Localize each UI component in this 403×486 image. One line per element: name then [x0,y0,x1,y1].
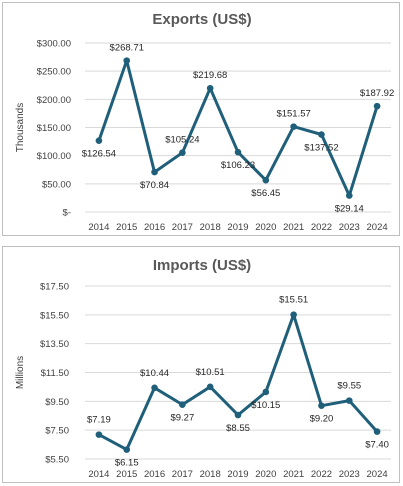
imports-x-tick-label: 2022 [311,469,332,480]
exports-x-tick-label: 2017 [172,222,193,233]
imports-data-point [123,446,131,453]
imports-data-label: $7.40 [365,440,389,451]
exports-chart-title: Exports (US$) [152,11,251,28]
exports-x-tick-label: 2021 [283,222,304,233]
exports-data-point [179,149,186,157]
imports-y-axis-title: Millions [15,356,26,389]
imports-data-label: $10.15 [251,400,280,411]
exports-x-tick-label: 2018 [200,222,221,233]
exports-chart-panel: Exports (US$) Thousands $- $50.00 $100.00 $15… [2,2,400,236]
exports-chart: Exports (US$) Thousands $- $50.00 $100.00 $15… [15,11,394,233]
exports-x-tick-label: 2022 [311,222,332,233]
imports-y-tick-label: $5.50 [45,455,69,466]
exports-x-tick-label: 2015 [116,222,137,233]
exports-y-tick-label: $200.00 [37,95,71,106]
imports-chart-panel: Imports (US$) Millions $5.50 $7.50 $9.50 $11.… [2,246,400,483]
exports-series-line [97,59,379,198]
exports-y-tick-label: $300.00 [37,39,71,50]
exports-x-tick-label: 2023 [339,222,360,233]
imports-y-tick-label: $11.50 [41,368,69,379]
imports-data-label: $9.27 [170,413,194,424]
imports-data-label: $7.19 [87,415,111,426]
imports-data-point [318,402,325,409]
imports-x-tick-label: 2018 [200,469,221,480]
exports-x-tick-label: 2019 [227,222,248,233]
exports-data-label: $105.24 [165,135,199,146]
exports-y-tick-label: $- [63,208,71,219]
imports-data-point [234,411,242,419]
exports-x-tick-label: 2020 [255,222,276,233]
exports-y-tick-label: $100.00 [37,151,71,162]
imports-data-label: $6.15 [115,458,139,469]
imports-data-label: $9.55 [337,381,361,392]
imports-y-tick-label: $17.50 [40,282,69,293]
exports-data-point [262,176,270,184]
exports-data-label: $137.52 [304,143,338,154]
exports-x-tick-label: 2016 [144,222,165,233]
imports-data-label: $10.44 [140,368,169,379]
imports-data-point [95,431,103,438]
exports-data-point [290,123,297,130]
imports-x-tick-label: 2023 [339,469,360,480]
exports-data-point [234,148,242,156]
imports-data-point [206,383,214,391]
exports-x-tick-label: 2024 [367,222,388,233]
exports-data-label: $106.23 [221,160,255,171]
exports-data-point [123,57,131,64]
imports-data-point [151,384,158,392]
exports-data-point [318,131,325,138]
exports-data-label: $126.54 [82,149,116,160]
exports-y-tick-label: $250.00 [37,67,71,78]
exports-data-label: $187.92 [360,88,394,99]
exports-data-label: $151.57 [276,109,310,120]
imports-data-point [179,401,186,408]
exports-data-label: $56.45 [251,188,280,199]
imports-data-point [262,388,270,396]
exports-data-point [95,137,103,145]
exports-data-label: $70.84 [140,180,169,191]
imports-x-tick-label: 2024 [367,469,388,480]
exports-data-point [206,84,214,92]
imports-y-tick-label: $9.50 [45,397,69,408]
imports-x-tick-label: 2021 [283,469,304,480]
exports-data-point [373,102,381,110]
imports-x-tick-label: 2014 [88,469,109,480]
exports-data-label: $29.14 [335,204,364,215]
imports-data-label: $9.20 [310,414,334,425]
imports-x-tick-label: 2015 [116,469,137,480]
imports-data-point [345,397,353,404]
exports-data-label: $268.71 [110,43,144,54]
imports-y-tick-label: $13.50 [40,339,69,350]
imports-chart-title: Imports (US$) [153,257,251,274]
imports-x-tick-label: 2020 [255,469,276,480]
exports-y-tick-label: $150.00 [37,123,71,134]
exports-x-tick-label: 2014 [88,222,109,233]
exports-data-point [151,168,158,176]
imports-data-label: $8.55 [226,423,250,434]
imports-data-point [290,311,297,318]
imports-y-tick-label: $7.50 [45,426,69,437]
imports-data-point [373,428,381,435]
exports-y-axis-title: Thousands [15,103,26,152]
imports-data-label: $15.51 [279,295,308,306]
exports-data-label: $219.68 [193,70,227,81]
imports-x-tick-label: 2016 [144,469,165,480]
imports-y-tick-label: $15.50 [40,310,69,321]
exports-data-point [345,192,353,199]
imports-chart: Imports (US$) Millions $5.50 $7.50 $9.50 $11.… [15,257,391,480]
exports-y-tick-label: $50.00 [42,179,71,190]
imports-data-label: $10.51 [196,367,225,378]
imports-x-tick-label: 2017 [172,469,193,480]
imports-x-tick-label: 2019 [227,469,248,480]
